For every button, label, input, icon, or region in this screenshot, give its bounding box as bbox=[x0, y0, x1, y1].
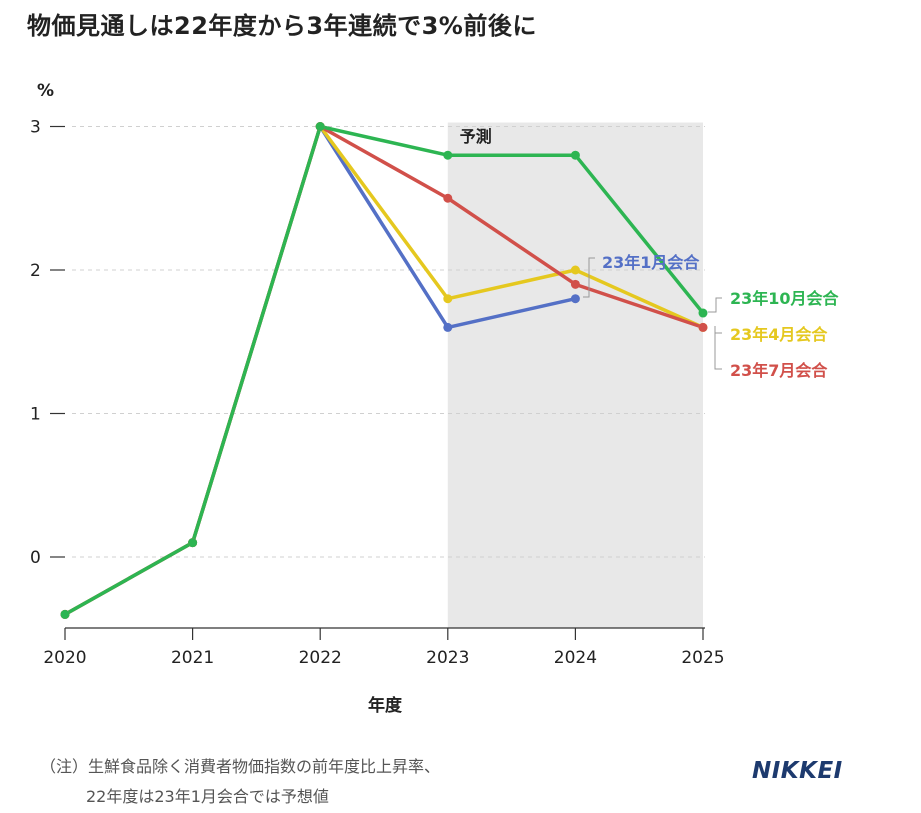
y-tick-label: 0 bbox=[30, 548, 41, 568]
data-point bbox=[570, 279, 580, 289]
series-label: 23年10月会合 bbox=[730, 289, 840, 308]
y-tick-label: 1 bbox=[30, 405, 41, 425]
data-point bbox=[570, 150, 580, 160]
line-chart: 予測 0 1 2 3% 2020 2021 2022 2023 2024 2025 年度 23年1月会合… bbox=[30, 81, 840, 716]
data-point bbox=[443, 294, 453, 304]
series-line bbox=[63, 124, 705, 617]
data-point bbox=[188, 538, 198, 548]
footnote-line-2: 22年度は23年1月会合では予想値 bbox=[86, 787, 329, 806]
series-label-bracket bbox=[708, 297, 722, 313]
x-tick-label: 2025 bbox=[681, 648, 724, 668]
y-tick-label: 2 bbox=[30, 261, 41, 281]
data-point bbox=[570, 265, 580, 275]
chart-title: 物価見通しは22年度から3年連続で3%前後に bbox=[27, 12, 537, 40]
x-axis-title: 年度 bbox=[368, 695, 403, 716]
data-point bbox=[443, 322, 453, 332]
x-tick-label: 2024 bbox=[554, 648, 597, 668]
series-label: 23年7月会合 bbox=[730, 361, 828, 380]
x-tick-label: 2023 bbox=[426, 648, 469, 668]
series-label-bracket bbox=[583, 257, 595, 298]
series-label-bracket bbox=[714, 326, 722, 334]
x-tick-label: 2020 bbox=[43, 648, 86, 668]
x-tick-label: 2022 bbox=[299, 648, 342, 668]
data-point bbox=[698, 322, 708, 332]
data-point bbox=[443, 193, 453, 203]
series-label: 23年4月会合 bbox=[730, 325, 828, 344]
forecast-region bbox=[447, 122, 703, 628]
y-axis-title: % bbox=[37, 81, 54, 101]
data-point bbox=[60, 609, 70, 619]
forecast-label: 予測 bbox=[460, 127, 492, 146]
data-point bbox=[698, 308, 708, 318]
y-tick-label: 3 bbox=[30, 118, 41, 138]
footnote-line-1: （注）生鮮食品除く消費者物価指数の前年度比上昇率、 bbox=[40, 757, 441, 776]
series-label: 23年1月会合 bbox=[602, 253, 700, 272]
data-point bbox=[315, 122, 325, 131]
data-point bbox=[443, 150, 453, 160]
nikkei-logo: NIKKEI bbox=[752, 758, 843, 784]
x-tick-label: 2021 bbox=[171, 648, 214, 668]
series-label-bracket bbox=[714, 333, 722, 370]
footnote: （注）生鮮食品除く消費者物価指数の前年度比上昇率、 22年度は23年1月会合では… bbox=[40, 752, 440, 812]
data-point bbox=[570, 294, 580, 304]
